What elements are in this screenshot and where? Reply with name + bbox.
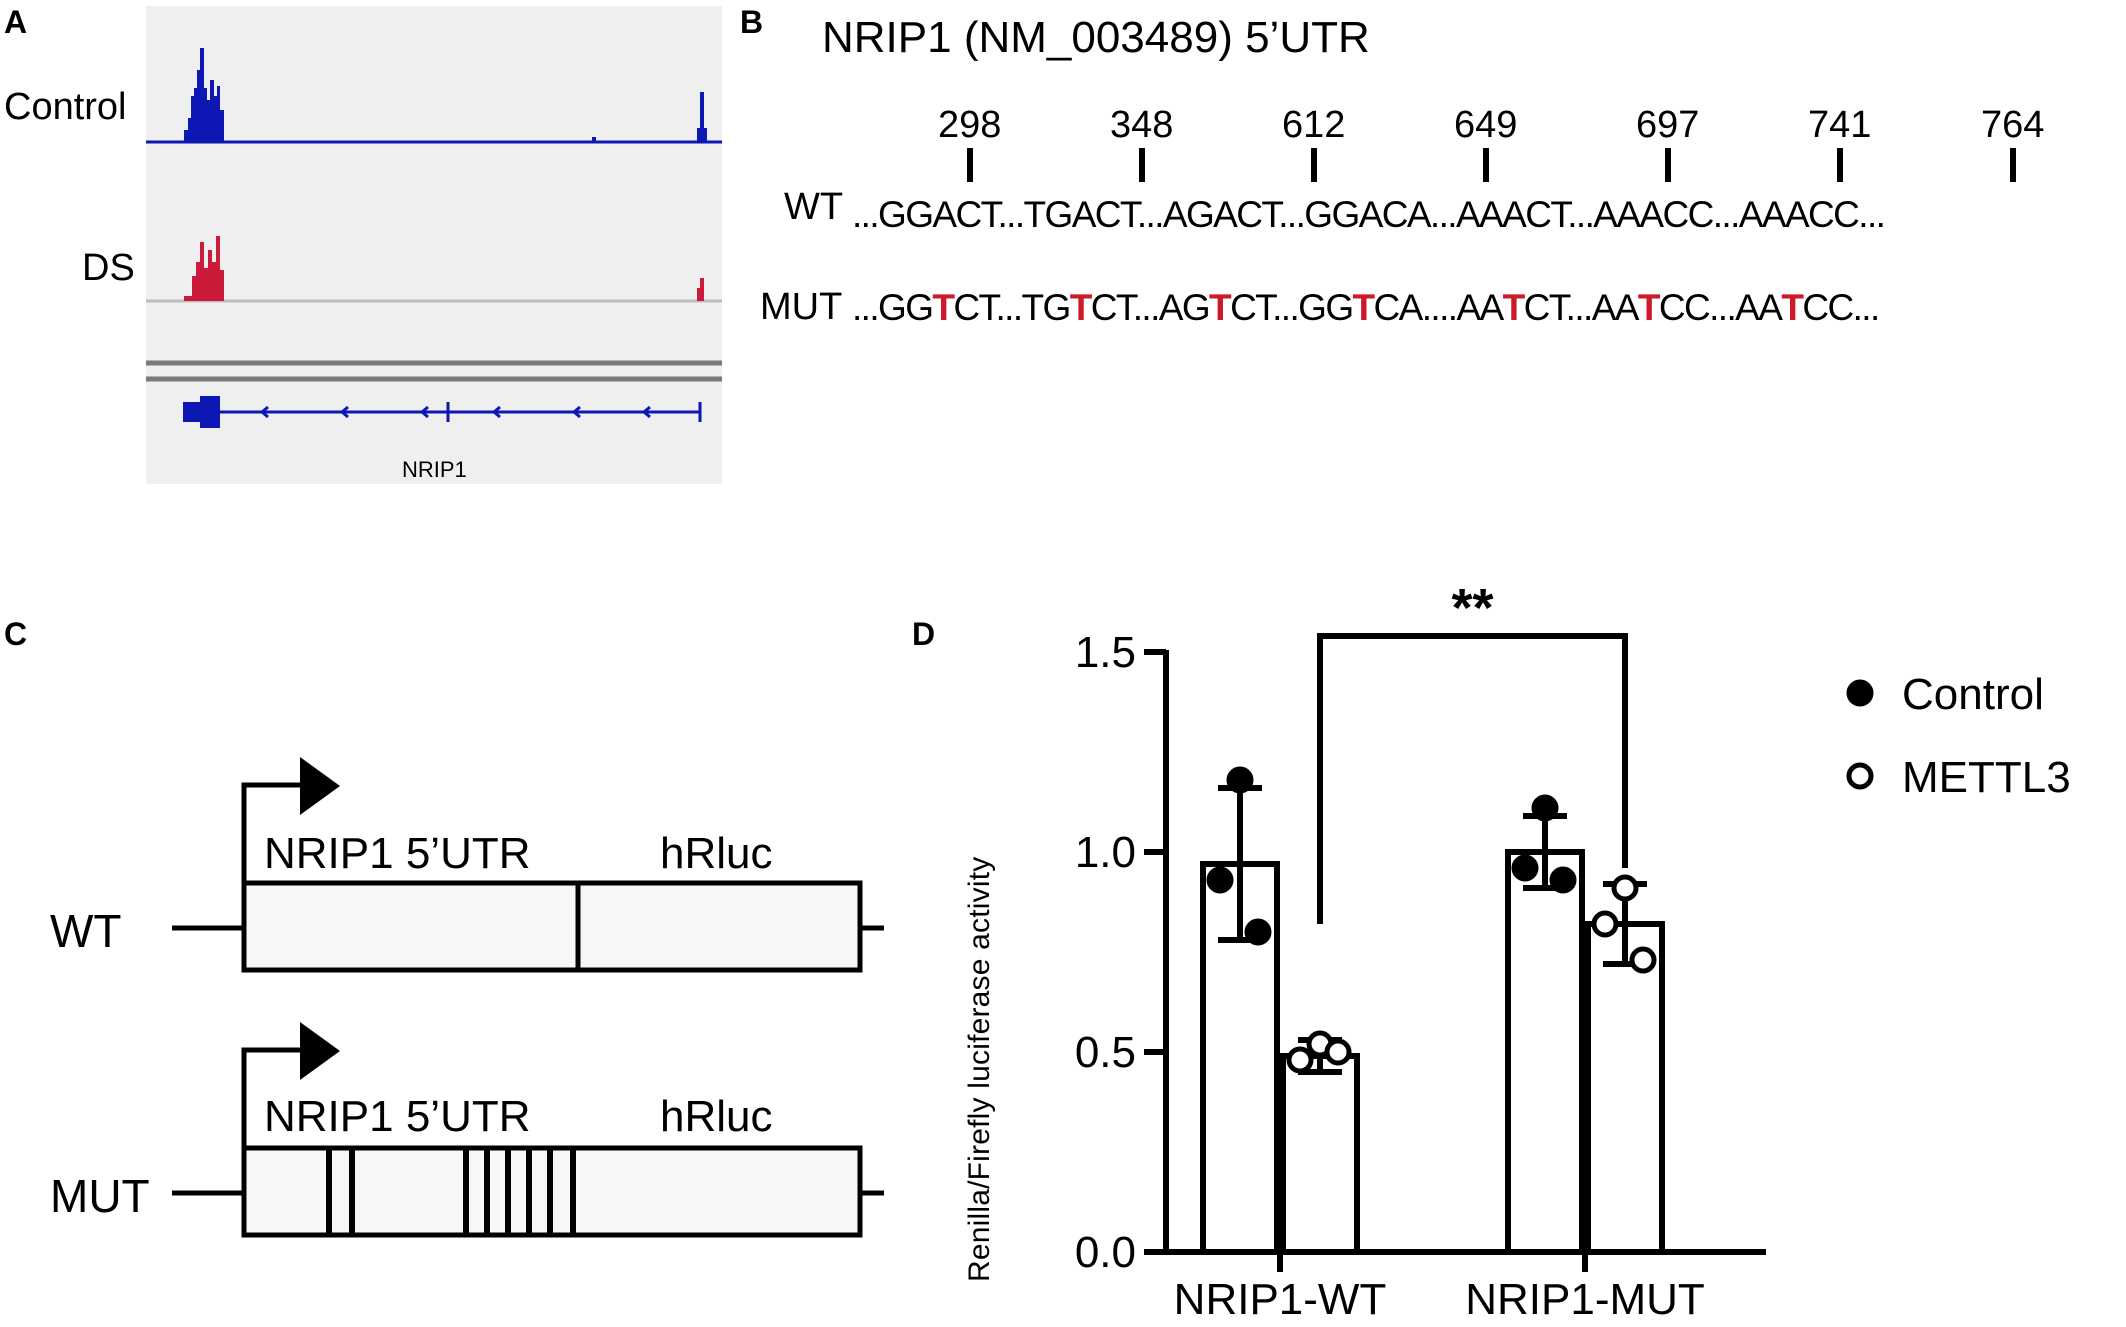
control-point	[1549, 866, 1577, 894]
mutated-base: T	[932, 287, 955, 328]
panel-label-a: A	[4, 4, 28, 40]
mettl3-point	[1324, 1038, 1352, 1066]
mut-row-label: MUT	[760, 286, 843, 328]
mutated-base: T	[1781, 287, 1804, 328]
gene-name-label: NRIP1	[402, 457, 467, 482]
wt-construct-label: WT	[50, 905, 122, 957]
wt-seq-segment: ...AAACC...	[1712, 194, 1886, 235]
position-741: 741	[1808, 104, 1872, 146]
wt-seq-segment: ...AAACC	[1567, 194, 1714, 235]
mut-construct-label: MUT	[50, 1170, 150, 1222]
wt-seq-segment: ...GGACT	[852, 194, 999, 235]
track-label-ds: DS	[82, 247, 135, 289]
wt-seq-segment: ...AGACT	[1136, 194, 1280, 235]
bar	[1280, 1053, 1360, 1255]
position-348: 348	[1110, 104, 1174, 146]
control-point	[1226, 766, 1254, 794]
mutated-base: T	[1069, 287, 1093, 328]
y-tick-label: 1.0	[1075, 828, 1136, 877]
mut-sequence: ...GGTCT...TGTCT...AGTCT...GGTCA....AATC…	[852, 287, 1880, 328]
position-612: 612	[1282, 104, 1346, 146]
mettl3-point	[1629, 946, 1657, 974]
x-tick-label: NRIP1-WT	[1174, 1275, 1387, 1324]
legend-marker-mettl3	[1846, 762, 1874, 790]
panel-label-b: B	[740, 4, 764, 40]
mutated-base: T	[1352, 287, 1376, 328]
sequence-title: NRIP1 (NM_003489) 5’UTR	[822, 13, 1370, 62]
wt-utr-label: NRIP1 5’UTR	[264, 829, 531, 878]
x-tick-label: NRIP1-MUT	[1465, 1275, 1705, 1324]
mutated-base: T	[1209, 287, 1232, 328]
wt-seq-segment: ...GGACA	[1278, 194, 1431, 235]
wt-hrluc-label: hRluc	[660, 829, 773, 878]
bar	[1505, 849, 1585, 1255]
wt-sequence: ...GGACT...TGACT...AGACT...GGACA...AAACT…	[852, 194, 1886, 235]
ds-track-signal	[146, 236, 722, 303]
mutation-site-lines	[326, 1148, 576, 1235]
panel-label-d: D	[912, 616, 936, 652]
wt-row-label: WT	[784, 186, 844, 228]
position-298: 298	[938, 104, 1002, 146]
y-axis-label: Renilla/Firefly luciferase activity	[963, 856, 996, 1282]
track-label-control: Control	[4, 86, 127, 128]
position-649: 649	[1454, 104, 1518, 146]
significance-label: **	[1451, 578, 1493, 638]
wt-seq-segment: ...TGACT	[997, 194, 1139, 235]
mettl3-point	[1286, 1046, 1314, 1074]
y-tick-label: 1.5	[1075, 628, 1136, 677]
significance-bracket	[1317, 633, 1628, 924]
mettl3-point	[1611, 874, 1639, 902]
panel-label-c: C	[4, 616, 28, 652]
mut-hrluc-label: hRluc	[660, 1092, 773, 1141]
mutated-base: T	[1502, 287, 1526, 328]
y-tick-label: 0.0	[1075, 1228, 1136, 1277]
y-tick-label: 0.5	[1075, 1028, 1136, 1077]
bar	[1200, 861, 1280, 1255]
legend-label: METTL3	[1902, 753, 2071, 802]
control-point	[1244, 918, 1272, 946]
gene-model	[183, 396, 702, 428]
mut-utr-label: NRIP1 5’UTR	[264, 1092, 531, 1141]
position-697: 697	[1636, 104, 1700, 146]
mutated-base: T	[1637, 287, 1661, 328]
position-764: 764	[1981, 104, 2045, 146]
legend-label: Control	[1902, 670, 2044, 719]
control-point	[1531, 794, 1559, 822]
bar	[1585, 921, 1665, 1255]
legend-marker-control	[1846, 679, 1874, 707]
mettl3-point	[1306, 1030, 1334, 1058]
control-point	[1511, 854, 1539, 882]
control-point	[1206, 866, 1234, 894]
control-track-signal	[146, 48, 722, 144]
mettl3-point	[1591, 910, 1619, 938]
wt-seq-segment: ...AAACT	[1429, 194, 1569, 235]
